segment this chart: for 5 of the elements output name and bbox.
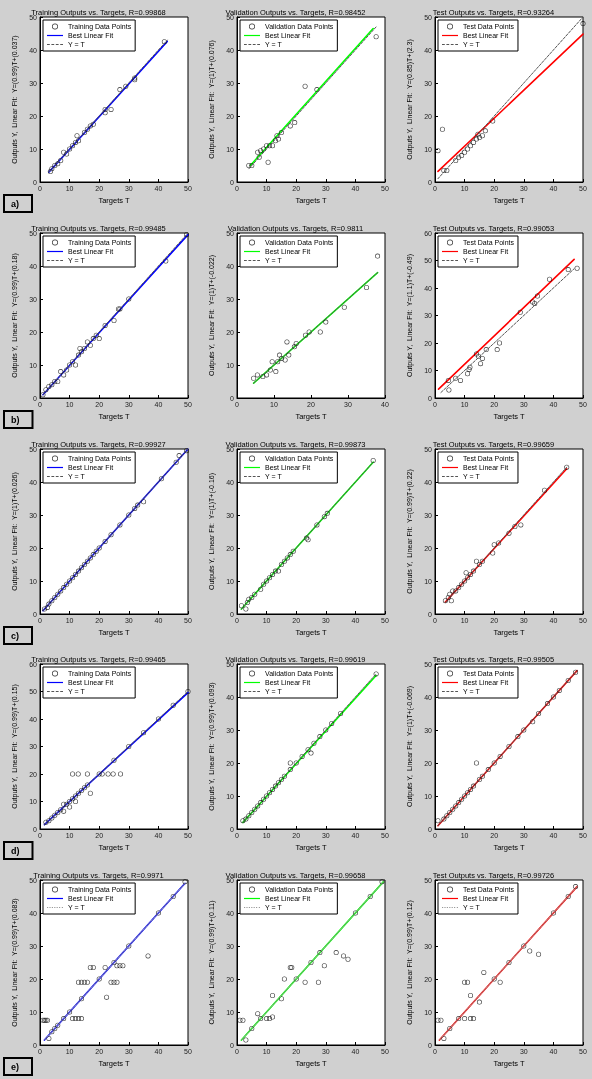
text: c) [11, 630, 20, 641]
text: b) [11, 414, 20, 425]
text: d) [11, 845, 20, 856]
text: e) [11, 1061, 20, 1072]
text: a) [11, 198, 20, 209]
